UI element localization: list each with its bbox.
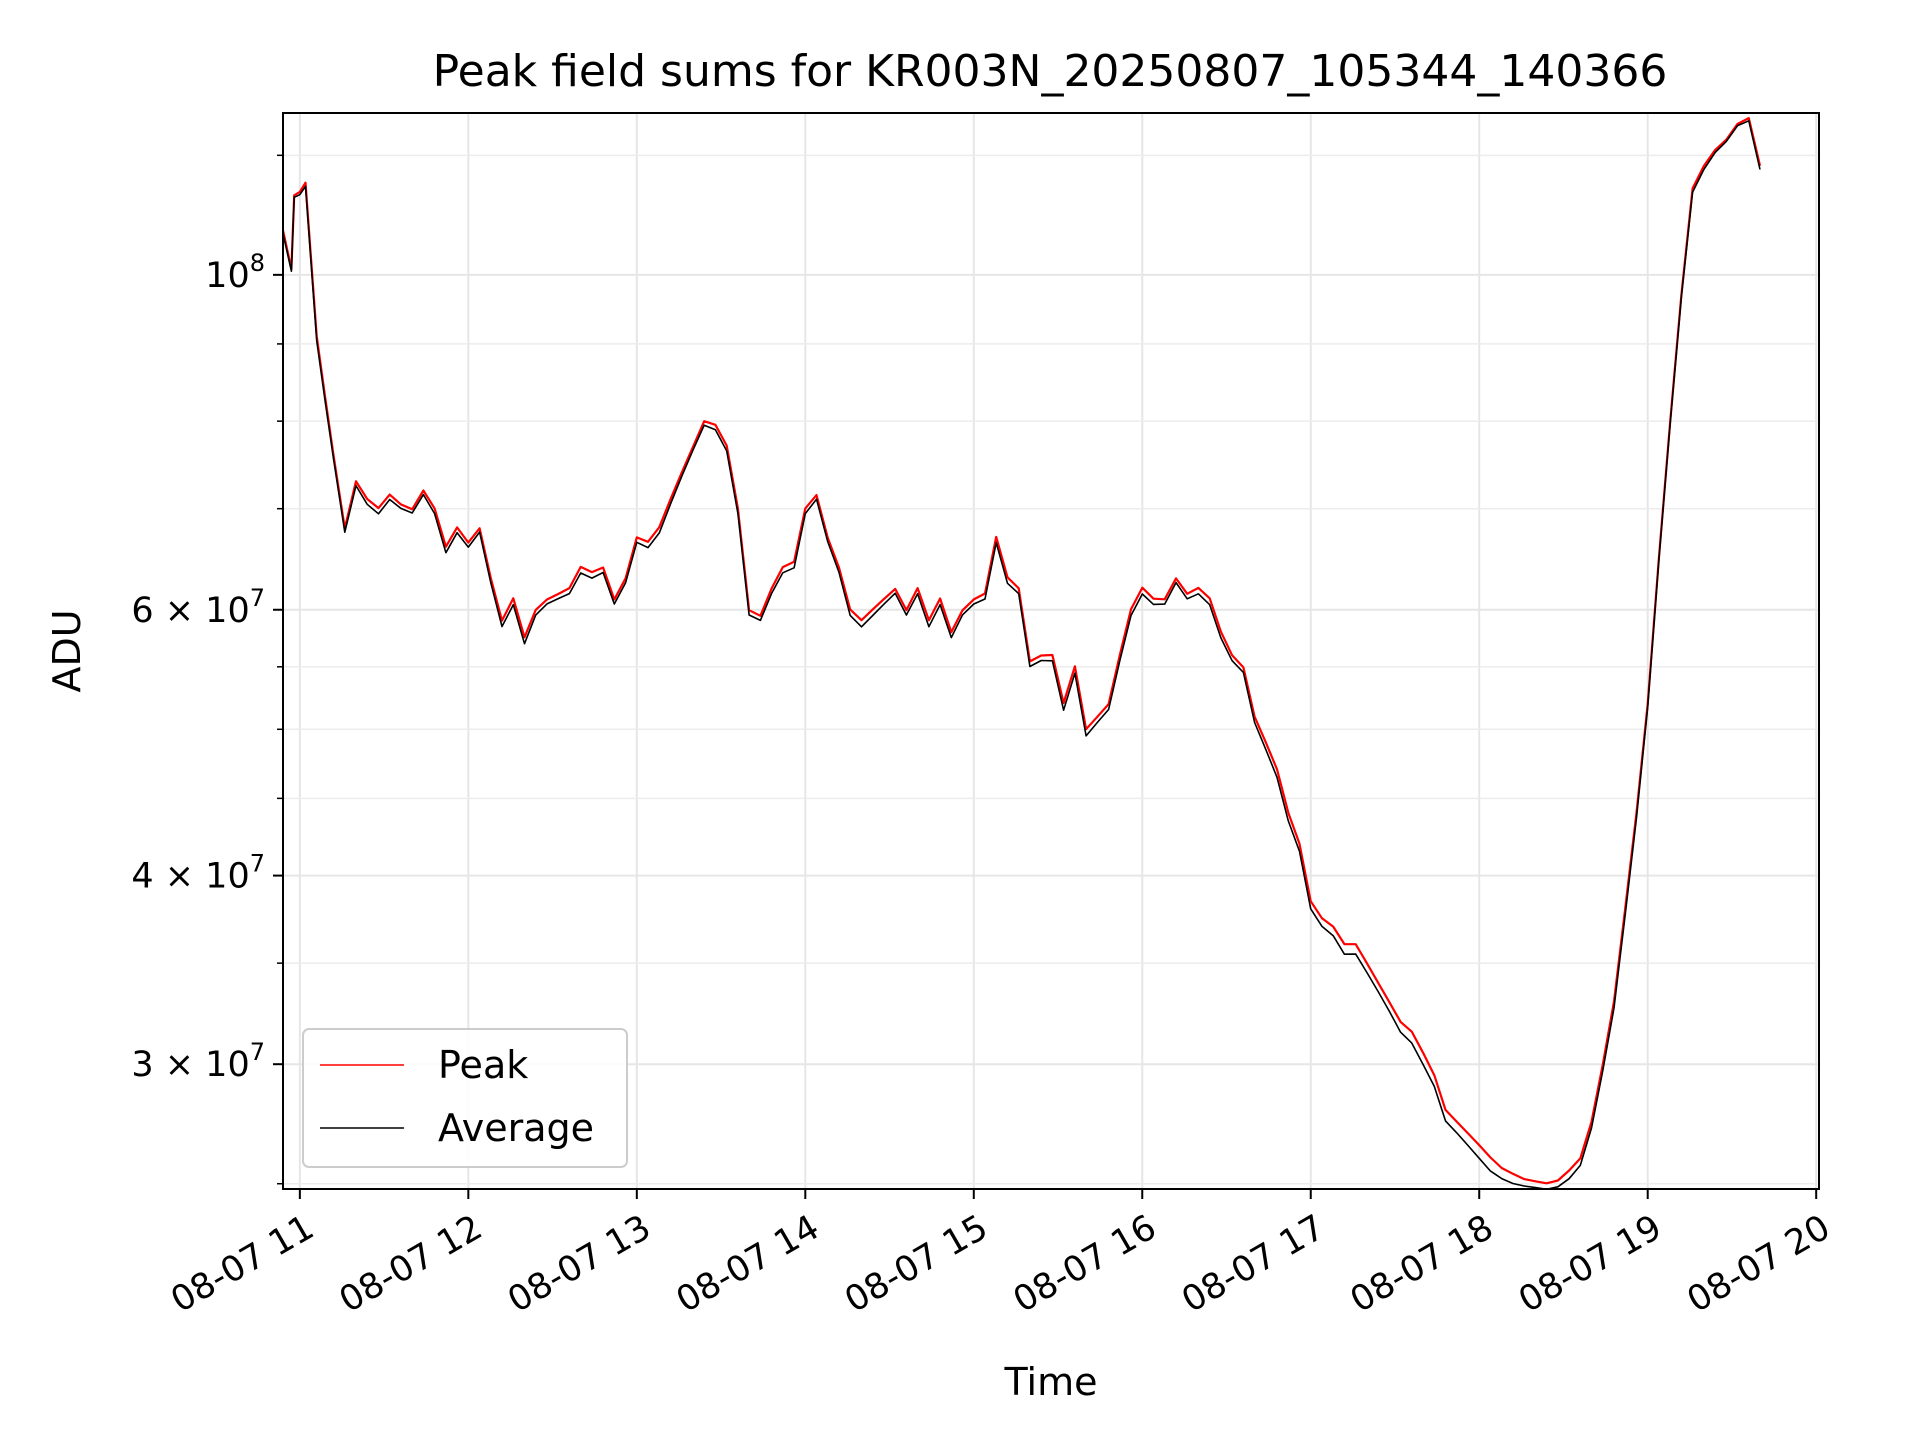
plot-frame [282,112,1820,1190]
chart-title: Peak field sums for KR003N_20250807_1053… [433,46,1668,97]
legend-label-average: Average [438,1106,594,1150]
grid [283,113,1819,1189]
legend-box [302,1028,628,1168]
y-axis-label: ADU [45,609,89,692]
plot-area [283,117,1762,1189]
series-line-peak [283,117,1762,1185]
legend-label-peak: Peak [438,1043,528,1087]
x-axis-label: Time [1004,1360,1098,1404]
y-axis: 108 6 × 107 4 × 107 3 × 107 [131,154,283,1185]
y-tick-label: 6 × 107 [131,584,265,631]
y-tick-label: 3 × 107 [131,1038,265,1085]
y-tick-label: 108 [205,249,265,296]
series-line-average [283,120,1761,1189]
y-tick-label: 4 × 107 [131,850,265,897]
legend: Peak Average [302,1028,628,1168]
